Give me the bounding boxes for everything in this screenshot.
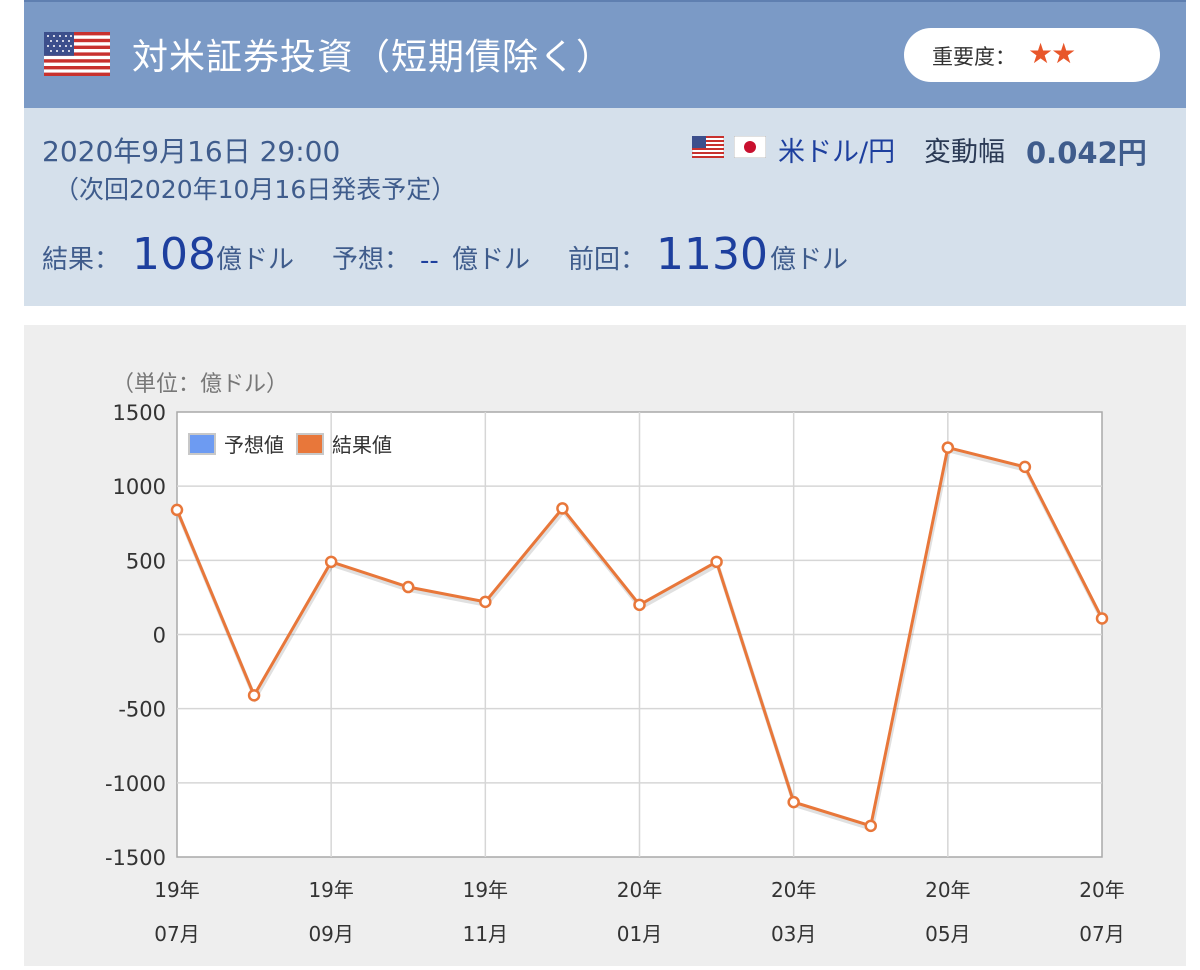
- x-tick-label-year: 20年: [771, 878, 816, 902]
- x-tick-label-year: 20年: [925, 878, 970, 902]
- us-flag-icon: [44, 32, 110, 76]
- data-point-result: [941, 441, 955, 454]
- next-release: （次回2020年10月16日発表予定）: [54, 175, 457, 204]
- x-axis: 19年 07月 19年 09月 19年 11月 20年 01月 20年 03月 20年 05月 20年 0…: [154, 878, 1124, 946]
- data-point-result: [1018, 460, 1032, 474]
- x-tick-label-month: 01月: [617, 922, 662, 946]
- line-chart: （単位：億ドル） 1500 1000 500 0 -500 -1000 -1500 19年 0…: [105, 372, 1125, 946]
- legend-label: 結果値: [332, 433, 392, 457]
- legend-swatch: [296, 433, 324, 455]
- data-point-result: [479, 595, 492, 609]
- data-point-result: [170, 503, 184, 517]
- y-axis: 1500 1000 500 0 -500 -1000 -1500: [105, 401, 166, 870]
- y-tick-label: -1000: [105, 772, 166, 796]
- x-tick-label-year: 19年: [154, 878, 199, 902]
- data-point-result: [556, 502, 569, 515]
- forecast-value: --: [420, 246, 439, 276]
- chart-unit-label: （単位：億ドル）: [112, 372, 288, 397]
- x-tick-label-month: 09月: [308, 922, 353, 946]
- chart-legend: 予想値 結果値: [188, 433, 392, 457]
- legend-label: 予想値: [224, 433, 284, 457]
- y-tick-label: -500: [118, 698, 166, 722]
- result-value: 108: [132, 229, 216, 280]
- indicator-header: 対米証券投資（短期債除く） 重要度： ★★: [24, 0, 1186, 108]
- x-tick-label-month: 03月: [771, 922, 816, 946]
- y-tick-label: 1500: [113, 401, 166, 425]
- x-tick-label-year: 19年: [463, 878, 508, 902]
- previous-value: 1130: [656, 229, 768, 280]
- us-flag-icon: [692, 136, 724, 158]
- x-tick-label-month: 07月: [1079, 922, 1124, 946]
- volatility-label: 変動幅: [924, 137, 1005, 168]
- release-date: 2020年9月16日 29:00: [42, 135, 341, 168]
- series-layer: [170, 441, 1109, 833]
- indicator-info-panel: 2020年9月16日 29:00 （次回2020年10月16日発表予定） 米ドル…: [24, 108, 1186, 306]
- previous-unit: 億ドル: [770, 245, 849, 275]
- data-point-result: [247, 689, 261, 702]
- x-tick-label-year: 20年: [1079, 878, 1124, 902]
- forecast-unit: 億ドル: [452, 245, 531, 275]
- legend-swatch: [188, 433, 216, 455]
- data-point-result: [1095, 612, 1109, 625]
- x-tick-label-year: 20年: [617, 878, 662, 902]
- currency-pair-link[interactable]: 米ドル/円: [778, 137, 896, 168]
- result-label: 結果：: [42, 245, 121, 275]
- result-unit: 億ドル: [216, 245, 295, 275]
- volatility-value: 0.042円: [1026, 136, 1147, 170]
- forecast-label: 予想：: [332, 245, 411, 275]
- data-point-result: [864, 819, 877, 833]
- x-tick-label-year: 19年: [308, 878, 353, 902]
- chart-container: （単位：億ドル） 1500 1000 500 0 -500 -1000 -1500 19年 0…: [24, 325, 1186, 966]
- previous-label: 前回：: [568, 245, 647, 275]
- indicator-title: 対米証券投資（短期債除く）: [132, 37, 614, 78]
- x-tick-label-month: 07月: [154, 922, 199, 946]
- x-tick-label-month: 11月: [463, 922, 508, 946]
- data-point-result: [633, 598, 646, 612]
- importance-label: 重要度：: [932, 45, 1016, 69]
- data-point-result: [402, 580, 415, 594]
- y-tick-label: 1000: [113, 475, 166, 499]
- y-tick-label: 0: [153, 624, 166, 648]
- y-tick-label: 500: [126, 549, 166, 573]
- data-point-result: [324, 555, 338, 569]
- star-icon: ★★: [1028, 37, 1076, 70]
- x-tick-label-month: 05月: [925, 922, 970, 946]
- japan-flag-icon: [734, 136, 766, 158]
- y-tick-label: -1500: [105, 846, 166, 870]
- data-point-result: [710, 555, 723, 569]
- importance-badge: 重要度： ★★: [904, 28, 1160, 82]
- chart-grid: [177, 412, 1102, 857]
- data-point-result: [787, 795, 800, 809]
